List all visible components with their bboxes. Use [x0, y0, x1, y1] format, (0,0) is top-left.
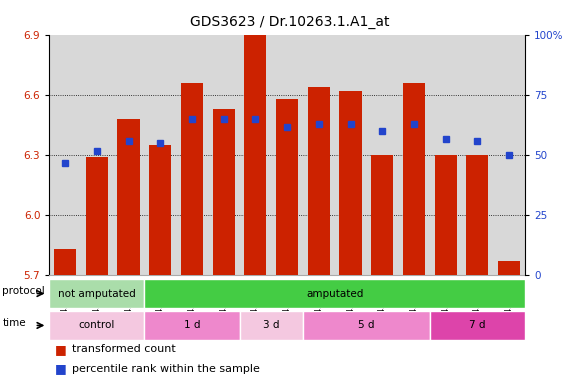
Text: protocol: protocol [2, 286, 45, 296]
Bar [367, 35, 398, 275]
Bar [466, 156, 488, 275]
Bar [49, 311, 144, 340]
Bar [398, 35, 430, 275]
Bar [308, 87, 330, 275]
Bar [339, 91, 361, 275]
Bar [244, 35, 266, 275]
Bar [81, 35, 113, 275]
Bar [144, 279, 525, 308]
Text: percentile rank within the sample: percentile rank within the sample [72, 364, 260, 374]
Bar [430, 35, 462, 275]
Bar [493, 35, 525, 275]
Bar [276, 99, 298, 275]
Text: transformed count: transformed count [72, 344, 176, 354]
Bar [49, 35, 81, 275]
Bar [303, 311, 430, 340]
Bar [86, 157, 108, 275]
Bar [113, 35, 144, 275]
Text: amputated: amputated [306, 288, 363, 299]
Text: time: time [2, 318, 26, 328]
Bar [144, 311, 240, 340]
Bar [213, 109, 235, 275]
Bar [118, 119, 140, 275]
Bar [271, 35, 303, 275]
Text: 1 d: 1 d [184, 320, 200, 331]
Text: 7 d: 7 d [469, 320, 485, 331]
Bar [430, 311, 525, 340]
Bar [303, 35, 335, 275]
Bar [181, 83, 203, 275]
Bar [149, 145, 171, 275]
Bar [176, 35, 208, 275]
Bar [403, 83, 425, 275]
Bar [498, 262, 520, 275]
Text: control: control [79, 320, 115, 331]
Text: ■: ■ [55, 362, 67, 375]
Bar [371, 156, 393, 275]
Bar [462, 35, 493, 275]
Bar [208, 35, 240, 275]
Bar [49, 279, 144, 308]
Text: not amputated: not amputated [58, 288, 136, 299]
Bar [144, 35, 176, 275]
Text: ■: ■ [55, 343, 67, 356]
Bar [240, 35, 271, 275]
Bar [240, 311, 303, 340]
Bar [54, 249, 76, 275]
Text: 3 d: 3 d [263, 320, 280, 331]
Text: GDS3623 / Dr.10263.1.A1_at: GDS3623 / Dr.10263.1.A1_at [190, 15, 390, 29]
Text: 5 d: 5 d [358, 320, 375, 331]
Bar [335, 35, 367, 275]
Bar [434, 156, 456, 275]
